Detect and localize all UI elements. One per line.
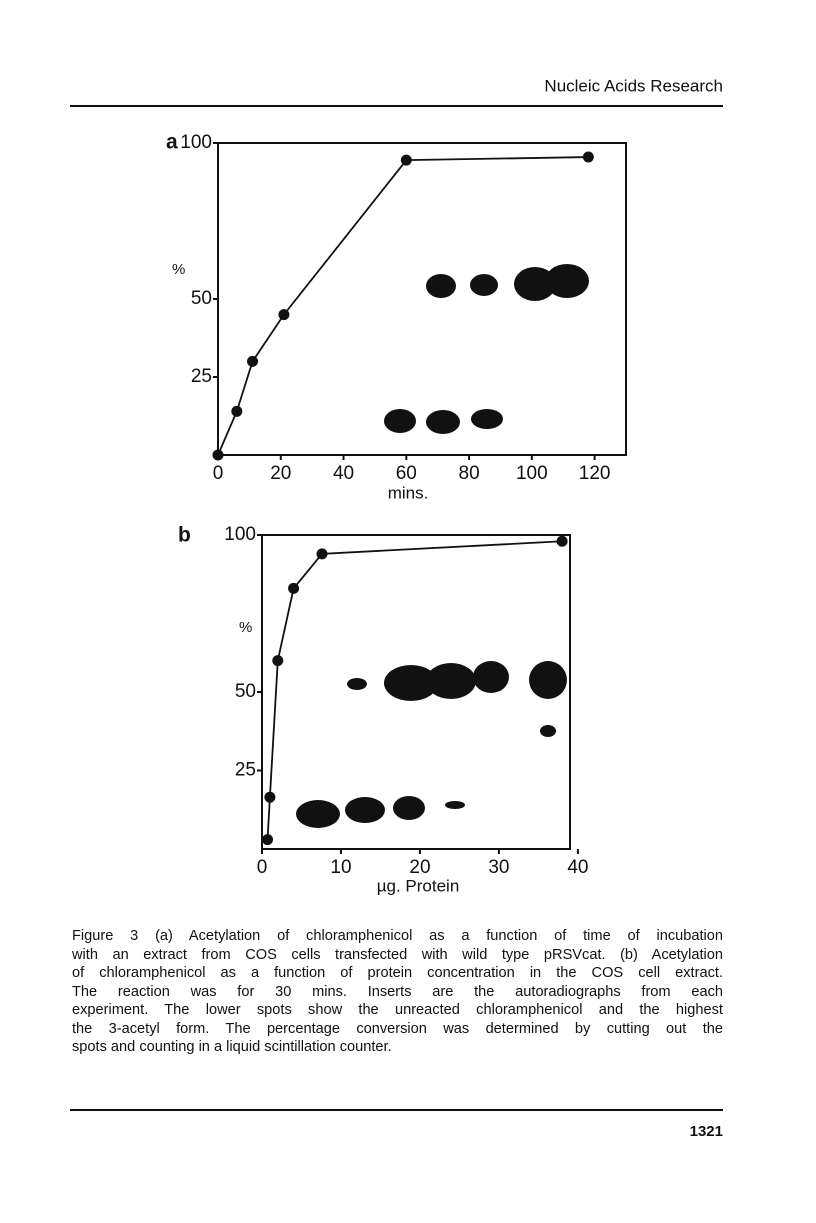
data-point — [400, 154, 412, 166]
caption-line: Figure 3 (a) Acetylation of chlorampheni… — [72, 928, 723, 944]
x-tick-label: 0 — [213, 463, 224, 484]
caption-line: spots and counting in a liquid scintilla… — [72, 1039, 392, 1055]
data-point — [231, 405, 243, 417]
caption-line: with an extract from COS cells transfect… — [72, 946, 723, 963]
x-tick-label: 30 — [488, 857, 509, 878]
x-axis-label: mins. — [388, 483, 429, 502]
page-number: 1321 — [690, 1123, 723, 1140]
autoradiograph-b — [296, 661, 567, 828]
x-tick-label: 60 — [396, 463, 417, 484]
x-tick-label: 20 — [409, 857, 430, 878]
y-tick-label: 25 — [191, 366, 212, 387]
y-tick-label: 25 — [235, 760, 256, 781]
plot-frame — [217, 142, 627, 456]
data-point — [272, 655, 284, 667]
caption-line: experiment. The lower spots show the unr… — [72, 1002, 723, 1018]
x-tick-label: 120 — [579, 463, 611, 484]
x-tick-label: 10 — [330, 857, 351, 878]
y-tick-label: 50 — [235, 681, 256, 702]
data-line — [217, 156, 589, 456]
x-tick-label: 80 — [459, 463, 480, 484]
y-tick-label: 50 — [191, 288, 212, 309]
x-tick-label: 100 — [516, 463, 548, 484]
y-axis-label: % — [172, 261, 185, 278]
x-tick-label: 40 — [333, 463, 354, 484]
y-tick-label: 100 — [224, 524, 256, 545]
caption-line: the 3-acetyl form. The percentage conver… — [72, 1020, 723, 1037]
data-point — [582, 151, 594, 163]
y-tick-label: 100 — [180, 132, 212, 153]
data-point — [288, 582, 300, 594]
data-point — [278, 309, 290, 321]
data-line — [266, 540, 563, 840]
x-tick-label: 0 — [257, 857, 268, 878]
y-axis-label: % — [239, 619, 252, 636]
data-point — [316, 548, 328, 560]
data-point — [556, 535, 568, 547]
x-tick-label: 40 — [567, 857, 588, 878]
data-point — [264, 791, 276, 803]
data-point — [247, 355, 259, 367]
x-tick-label: 20 — [270, 463, 291, 484]
caption-line: of chloramphenicol as a function of prot… — [72, 965, 723, 981]
journal-header: Nucleic Acids Research — [544, 76, 723, 95]
x-axis-label: µg. Protein — [377, 876, 460, 895]
data-point — [212, 449, 224, 461]
panel-label: a — [166, 131, 178, 154]
data-point — [262, 834, 274, 846]
caption-line: The reaction was for 30 mins. Inserts ar… — [72, 983, 723, 1000]
panel-label: b — [178, 524, 191, 547]
autoradiograph-a — [384, 264, 589, 434]
